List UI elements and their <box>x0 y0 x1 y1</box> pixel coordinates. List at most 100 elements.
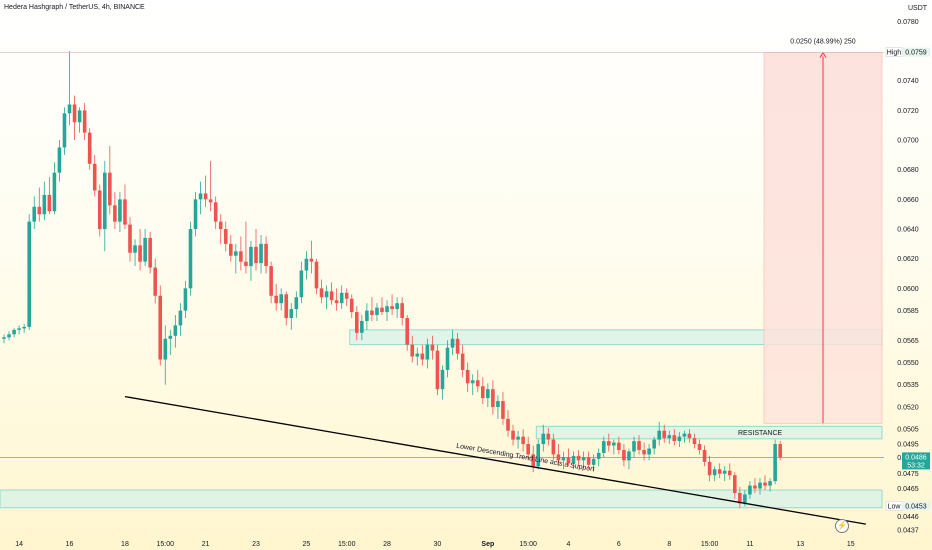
candle-body <box>400 303 404 319</box>
candle-body <box>601 441 606 453</box>
time-tick-label: 14 <box>15 541 23 548</box>
candle-body <box>47 194 52 212</box>
candle-body <box>375 307 379 316</box>
candle-body <box>390 306 394 310</box>
price-tick-label: 0.0505 <box>897 427 919 434</box>
price-tick-label: 0.0446 <box>897 514 919 521</box>
candle-body <box>773 444 777 482</box>
candle-body <box>395 303 399 310</box>
candle-body <box>92 163 97 191</box>
candle-body <box>37 206 42 215</box>
candle-body <box>163 338 168 360</box>
candle-body <box>682 433 687 437</box>
time-tick-label: Sep <box>481 541 494 548</box>
zone-rect <box>535 425 883 440</box>
candle-body <box>521 436 525 445</box>
candle-body <box>551 439 556 455</box>
candle-body <box>360 320 364 333</box>
candle-body <box>82 110 87 133</box>
candle-body <box>738 492 742 504</box>
price-tick-label: 0.0620 <box>897 256 919 263</box>
time-tick-label: 15:00 <box>157 541 175 548</box>
candle-body <box>264 243 268 267</box>
candle-body <box>158 295 163 360</box>
candle-body <box>113 205 117 222</box>
price-tick-label: 0.0437 <box>897 528 919 535</box>
candle-body <box>249 246 253 267</box>
candle-body <box>536 444 541 467</box>
candle-body <box>455 338 460 354</box>
candle-body <box>319 288 324 298</box>
candle-body <box>465 369 470 384</box>
candle-body <box>133 245 137 253</box>
high-label-text: High <box>887 50 902 57</box>
candle-body <box>697 444 702 450</box>
candle-body <box>632 441 636 452</box>
candle-body <box>143 237 147 262</box>
candle-body <box>274 295 278 304</box>
candle-body <box>103 172 107 230</box>
candle-body <box>481 386 485 399</box>
candle-body <box>87 132 92 164</box>
zone-rect <box>0 489 883 509</box>
candle-body <box>17 328 21 330</box>
candle-body <box>591 458 596 465</box>
time-tick-label: 28 <box>383 541 391 548</box>
candle-body <box>435 350 440 390</box>
candle-body <box>692 438 697 445</box>
candle-body <box>269 266 273 296</box>
candle-body <box>42 194 47 215</box>
price-tick-label: 0.0640 <box>897 227 919 234</box>
candle-body <box>581 457 586 461</box>
candle-body <box>279 294 283 304</box>
candle-body <box>27 221 31 327</box>
chart-title: Hedera Hashgraph / TetherUS, 4h, BINANCE <box>4 4 145 11</box>
candle-body <box>486 389 490 399</box>
last-price-tag-bg <box>902 452 930 470</box>
candle-body <box>365 310 369 321</box>
candle-body <box>203 193 208 200</box>
candle-body <box>491 389 495 407</box>
time-tick-label: 15:00 <box>519 541 537 548</box>
candle-body <box>289 309 294 319</box>
candle-body <box>743 494 747 504</box>
candle-body <box>2 337 6 339</box>
trend-line <box>124 395 866 525</box>
candle-body <box>576 455 581 461</box>
candle-body <box>148 237 152 268</box>
candle-body <box>707 461 712 476</box>
candle-body <box>501 401 505 419</box>
price-tick-label: 0.0680 <box>897 167 919 174</box>
candle-body <box>32 206 37 222</box>
candle-body <box>72 104 77 123</box>
candle-body <box>198 193 203 200</box>
high-price-tag-text: 0.0759 <box>905 50 927 57</box>
candle-body <box>123 199 127 225</box>
price-tick-label: 0.0550 <box>897 360 919 367</box>
time-tick-label: 15:00 <box>701 541 719 548</box>
candle-body <box>97 190 102 230</box>
candle-body <box>617 442 621 450</box>
candle-body <box>541 433 546 445</box>
lightning-icon[interactable]: ⚡ <box>835 519 849 533</box>
time-tick-label: 8 <box>667 541 671 548</box>
candle-body <box>753 485 757 489</box>
price-tick-label: 0.0535 <box>897 382 919 389</box>
time-tick-label: 16 <box>66 541 74 548</box>
candle-body <box>344 292 349 299</box>
candle-body <box>566 457 571 464</box>
candle-body <box>178 310 183 326</box>
candle-body <box>188 229 193 289</box>
candle-body <box>511 430 515 440</box>
time-tick-label: 23 <box>252 541 260 548</box>
price-tick-label: 0.0520 <box>897 404 919 411</box>
candle-body <box>314 261 319 289</box>
candle-body <box>561 457 566 461</box>
candle-body <box>7 334 11 338</box>
price-tick-label: 0.0600 <box>897 286 919 293</box>
candle-body <box>672 435 677 442</box>
candle-body <box>370 310 374 316</box>
time-tick-label: 15:00 <box>338 541 356 548</box>
price-axis-unit: USDT <box>908 5 928 12</box>
